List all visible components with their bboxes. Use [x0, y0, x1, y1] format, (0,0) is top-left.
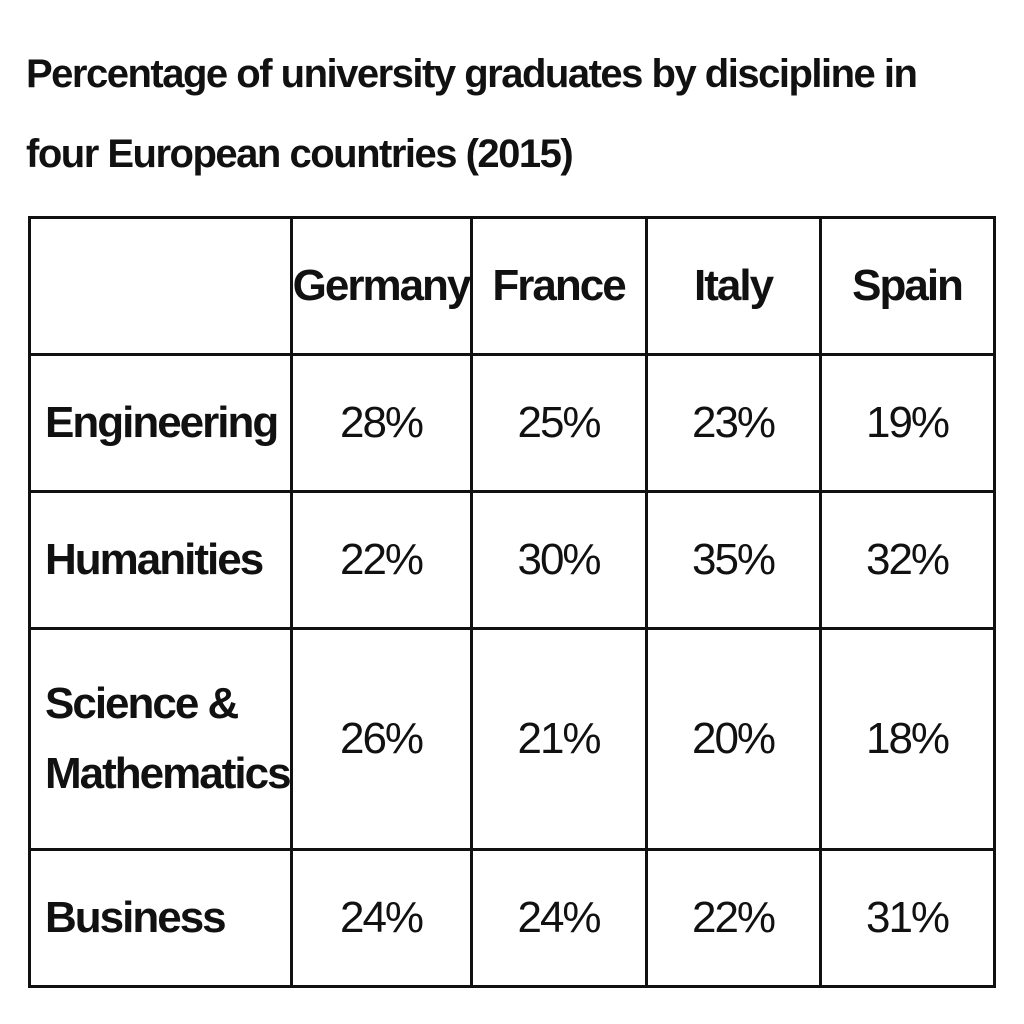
- column-header: Italy: [644, 216, 822, 356]
- table-cell: 26%: [289, 627, 473, 851]
- table-row: Humanities 22% 30% 35% 32%: [28, 490, 996, 630]
- row-label: Humanities: [28, 490, 293, 630]
- column-header: Spain: [818, 216, 996, 356]
- table-cell: 20%: [644, 627, 822, 851]
- table-cell: 35%: [644, 490, 822, 630]
- column-header: France: [469, 216, 648, 356]
- table-cell: 30%: [469, 490, 648, 630]
- table-cell: 24%: [469, 848, 648, 988]
- corner-cell: [28, 216, 293, 356]
- title: Percentage of university graduates by di…: [26, 52, 918, 176]
- table-cell: 18%: [818, 627, 996, 851]
- table-cell: 24%: [289, 848, 473, 988]
- column-header: Germany: [289, 216, 473, 356]
- table-cell: 22%: [644, 848, 822, 988]
- table-row: Science & Mathematics 26% 21% 20% 18%: [28, 627, 996, 851]
- row-label: Engineering: [28, 353, 293, 493]
- table-cell: 21%: [469, 627, 648, 851]
- table-cell: 25%: [469, 353, 648, 493]
- table-cell: 22%: [289, 490, 473, 630]
- header-row: Germany France Italy Spain: [28, 216, 996, 356]
- table-cell: 31%: [818, 848, 996, 988]
- table-cell: 23%: [644, 353, 822, 493]
- data-table: Germany France Italy Spain Engineering 28% 25…: [28, 216, 996, 988]
- row-label: Science & Mathematics: [28, 627, 293, 851]
- row-label: Business: [28, 848, 293, 988]
- table-cell: 28%: [289, 353, 473, 493]
- table-cell: 19%: [818, 353, 996, 493]
- table-row: Engineering 28% 25% 23% 19%: [28, 353, 996, 493]
- table-row: Business 24% 24% 22% 31%: [28, 848, 996, 988]
- table-cell: 32%: [818, 490, 996, 630]
